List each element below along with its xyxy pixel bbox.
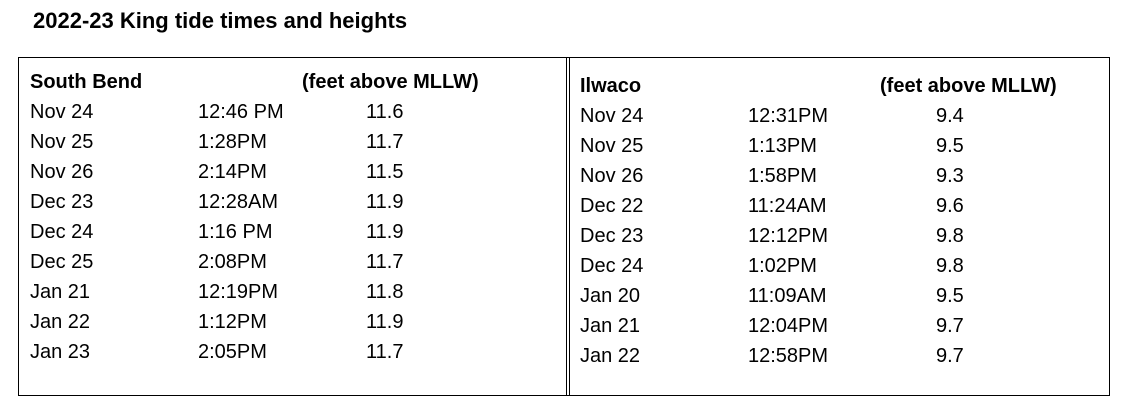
time-cell: 2:14PM <box>198 161 267 183</box>
time-cell: 2:08PM <box>198 251 267 273</box>
location-header: Ilwaco <box>580 75 642 97</box>
height-cell: 9.7 <box>936 345 964 367</box>
date-cell: Jan 21 <box>30 281 91 303</box>
time-cell: 12:04PM <box>748 315 829 337</box>
height-cell: 9.8 <box>936 255 964 277</box>
title: 2022-23 King tide times and heights <box>33 8 408 33</box>
date-cell: Nov 26 <box>30 161 94 183</box>
table-divider <box>566 57 570 395</box>
time-cell: 12:12PM <box>748 225 829 247</box>
height-cell: 9.7 <box>936 315 964 337</box>
height-cell: 9.3 <box>936 165 964 187</box>
time-cell: 1:02PM <box>748 255 817 277</box>
date-cell: Nov 25 <box>30 131 94 153</box>
date-cell: Jan 22 <box>30 311 91 333</box>
height-cell: 9.6 <box>936 195 964 217</box>
time-cell: 1:13PM <box>748 135 817 157</box>
date-cell: Nov 24 <box>30 101 94 123</box>
date-cell: Dec 23 <box>580 225 644 247</box>
date-cell: Nov 25 <box>580 135 644 157</box>
time-cell: 12:28AM <box>198 191 279 213</box>
date-cell: Nov 26 <box>580 165 644 187</box>
date-cell: Nov 24 <box>580 105 644 127</box>
height-cell: 11.5 <box>366 161 404 183</box>
time-cell: 11:24AM <box>748 195 827 217</box>
time-cell: 2:05PM <box>198 341 267 363</box>
time-cell: 12:46 PM <box>198 101 284 123</box>
date-cell: Jan 21 <box>580 315 641 337</box>
date-cell: Dec 22 <box>580 195 644 217</box>
height-cell: 11.9 <box>366 221 404 243</box>
date-cell: Dec 24 <box>30 221 94 243</box>
height-cell: 9.5 <box>936 285 964 307</box>
time-cell: 1:28PM <box>198 131 267 153</box>
units-header: (feet above MLLW) <box>880 75 1057 97</box>
location-header: South Bend <box>30 71 143 93</box>
date-cell: Jan 20 <box>580 285 641 307</box>
height-cell: 11.7 <box>366 131 404 153</box>
time-cell: 1:16 PM <box>198 221 273 243</box>
time-cell: 1:58PM <box>748 165 817 187</box>
time-cell: 12:31PM <box>748 105 829 127</box>
date-cell: Dec 23 <box>30 191 94 213</box>
date-cell: Jan 23 <box>30 341 91 363</box>
height-cell: 11.9 <box>366 311 404 333</box>
height-cell: 9.4 <box>936 105 964 127</box>
units-header: (feet above MLLW) <box>302 71 479 93</box>
height-cell: 11.8 <box>366 281 404 303</box>
height-cell: 9.5 <box>936 135 964 157</box>
height-cell: 9.8 <box>936 225 964 247</box>
date-cell: Dec 24 <box>580 255 644 277</box>
table-frame <box>18 57 1110 396</box>
height-cell: 11.9 <box>366 191 404 213</box>
date-cell: Dec 25 <box>30 251 94 273</box>
time-cell: 12:58PM <box>748 345 829 367</box>
time-cell: 1:12PM <box>198 311 267 333</box>
height-cell: 11.7 <box>366 251 404 273</box>
date-cell: Jan 22 <box>580 345 641 367</box>
height-cell: 11.6 <box>366 101 404 123</box>
height-cell: 11.7 <box>366 341 404 363</box>
time-cell: 12:19PM <box>198 281 279 303</box>
time-cell: 11:09AM <box>748 285 827 307</box>
